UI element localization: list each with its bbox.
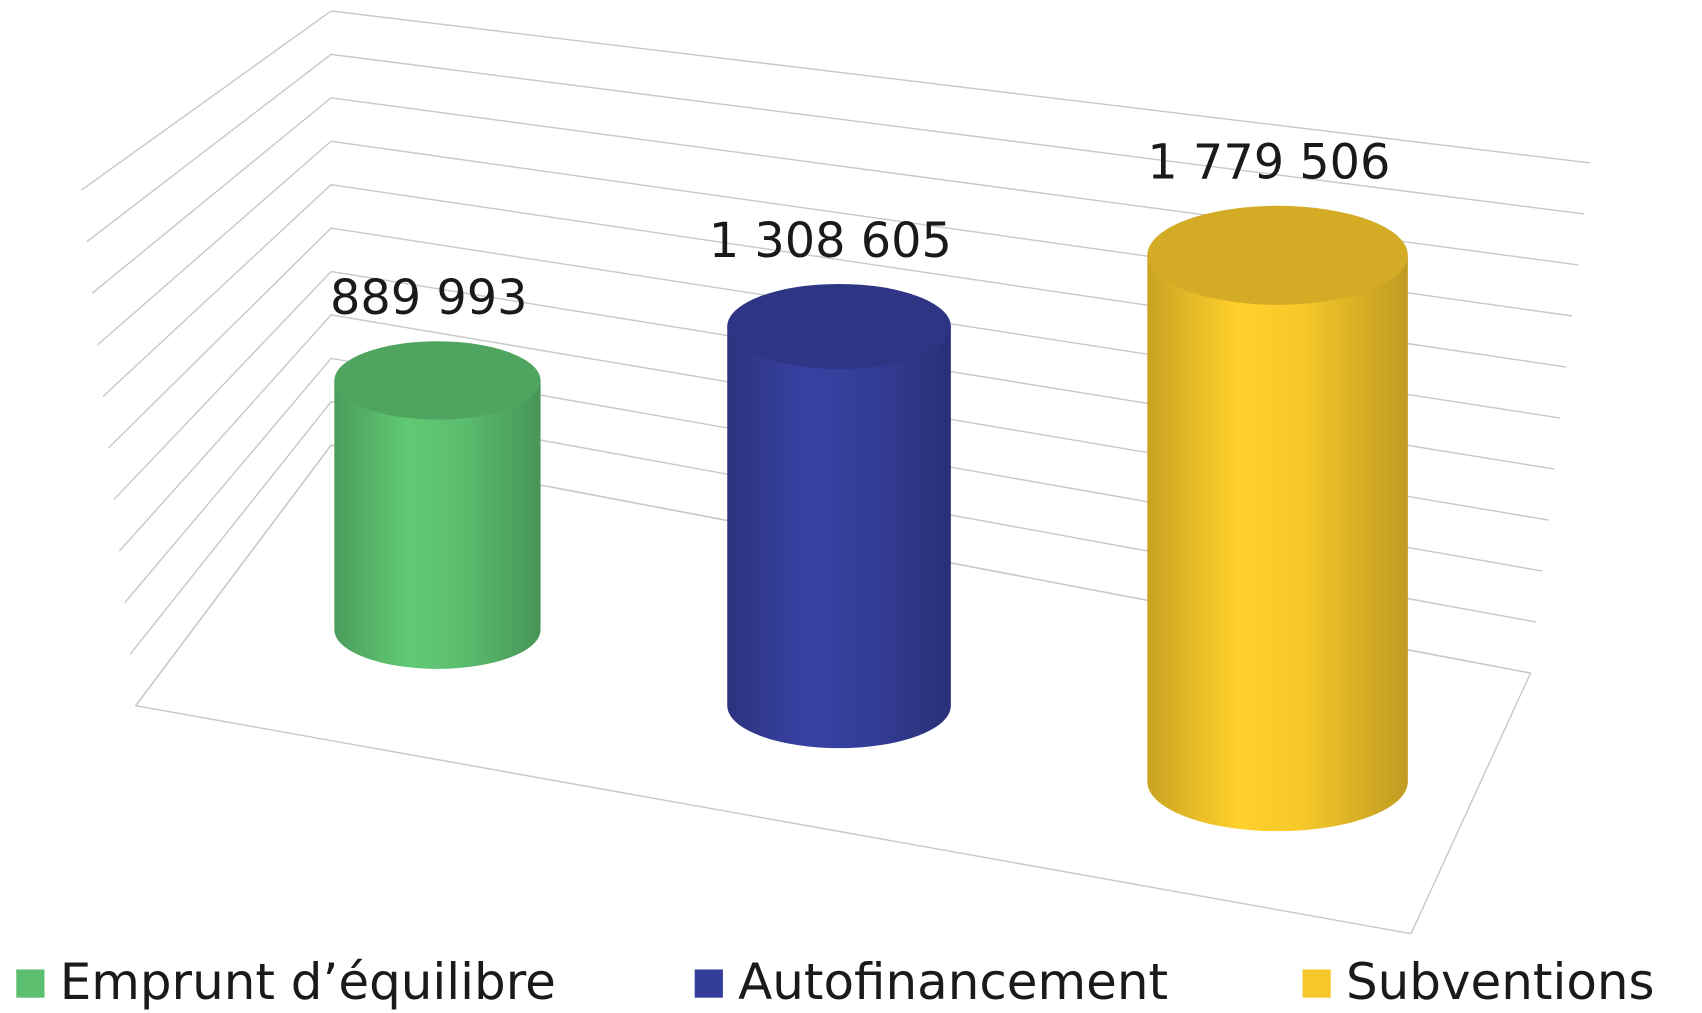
grid-line	[86, 53, 1585, 243]
bar-body	[334, 380, 541, 669]
legend-label: Emprunt d’équilibre	[60, 953, 556, 1011]
legend-swatch	[16, 969, 45, 998]
grid-line	[135, 444, 1531, 707]
bars: 889 993 1 308 605 1 779 506	[330, 136, 1408, 832]
bar-top	[727, 283, 951, 369]
value-label: 1 308 605	[709, 214, 952, 269]
legend-swatch	[1302, 969, 1331, 998]
grid-line	[91, 97, 1579, 294]
grid-line	[118, 314, 1549, 552]
bar	[727, 283, 951, 749]
grid-line	[113, 270, 1555, 500]
legend: Emprunt d’équilibre Autofinancement Subven…	[16, 953, 1655, 1011]
legend-swatch	[694, 969, 723, 998]
value-label: 889 993	[330, 271, 527, 326]
bar-top	[1147, 205, 1408, 305]
bar-body	[1147, 255, 1408, 832]
grid-line	[124, 357, 1543, 604]
bar	[1147, 205, 1408, 832]
grid-line	[80, 10, 1591, 191]
bar-body	[727, 326, 951, 749]
value-label: 1 779 506	[1147, 136, 1390, 191]
bar-top	[334, 341, 541, 420]
bar	[334, 341, 541, 669]
grid-line	[129, 400, 1537, 655]
legend-label: Autofinancement	[738, 953, 1168, 1011]
grid	[80, 10, 1591, 935]
legend-label: Subventions	[1346, 953, 1655, 1011]
